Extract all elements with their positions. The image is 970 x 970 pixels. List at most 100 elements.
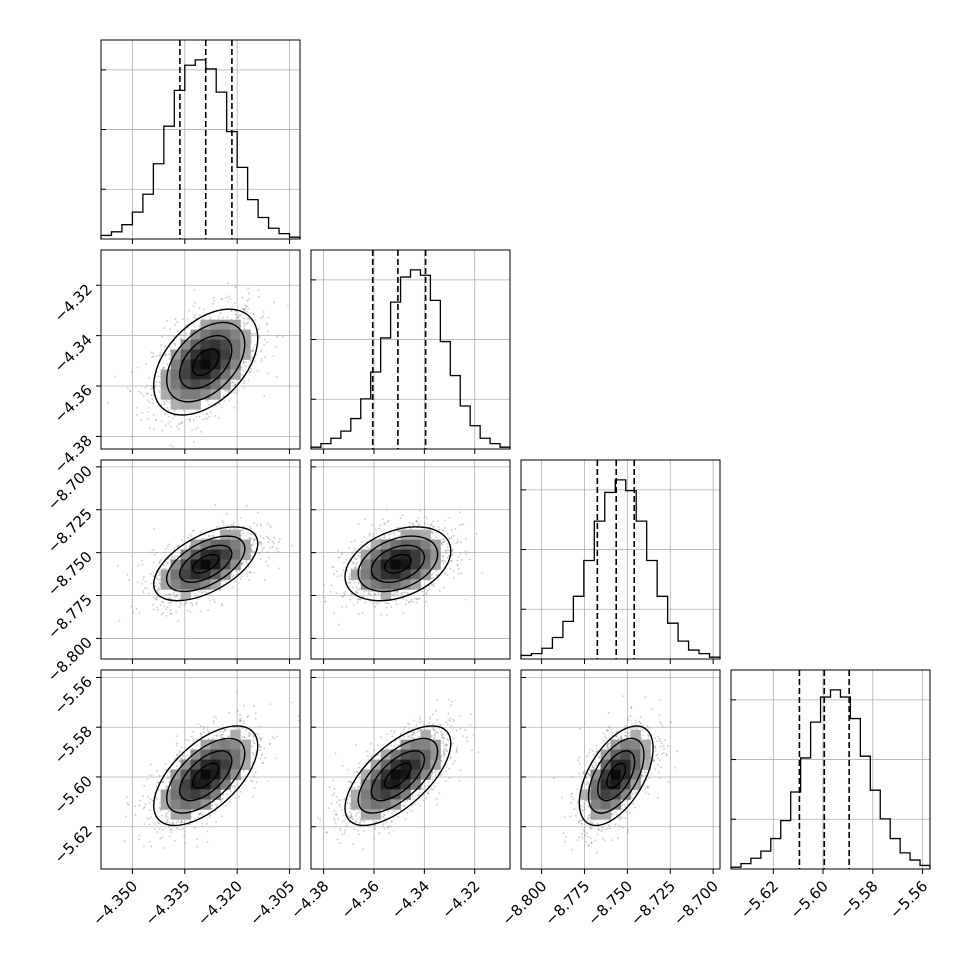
sample-point	[239, 790, 242, 793]
sample-point	[208, 535, 210, 537]
sample-point	[220, 406, 223, 409]
panel-2-1	[310, 459, 511, 664]
sample-point	[168, 776, 171, 778]
xtick-label: −8.775	[541, 877, 593, 929]
sample-point	[386, 747, 389, 750]
contour-1	[606, 762, 627, 789]
sample-point	[191, 747, 194, 750]
sample-point	[202, 728, 205, 730]
sample-point	[355, 819, 357, 822]
density-pixel	[410, 749, 421, 760]
density-pixel	[230, 349, 241, 360]
sample-point	[163, 401, 166, 403]
contour-2	[597, 750, 636, 802]
sample-point	[243, 323, 246, 325]
sample-point	[166, 319, 169, 322]
sample-point	[444, 549, 447, 552]
sample-point	[155, 598, 158, 601]
sample-point	[403, 805, 406, 807]
sample-point	[355, 558, 358, 560]
sample-point	[373, 749, 376, 752]
sample-point	[386, 508, 388, 511]
sample-point	[240, 366, 243, 369]
sample-point	[158, 806, 161, 809]
sample-point	[333, 792, 335, 795]
sample-point	[244, 365, 247, 368]
contour-1	[192, 553, 220, 574]
density-pixel	[220, 339, 231, 350]
sample-point	[146, 384, 149, 387]
sample-point	[181, 421, 184, 423]
density	[552, 695, 679, 854]
sample-point	[249, 370, 252, 373]
sample-point	[165, 399, 168, 402]
sample-point	[343, 798, 346, 801]
sample-point	[589, 822, 592, 825]
density-pixel	[600, 799, 611, 810]
sample-point	[161, 335, 164, 338]
sample-point	[452, 742, 455, 745]
sample-point	[348, 807, 351, 810]
sample-point	[327, 807, 330, 809]
contour-4	[344, 725, 452, 827]
sample-point	[612, 813, 615, 816]
sample-point	[219, 731, 222, 733]
sample-point	[239, 719, 241, 722]
sample-point	[357, 554, 360, 557]
sample-point	[357, 762, 360, 764]
sample-point	[584, 826, 587, 829]
sample-point	[595, 764, 597, 767]
sample-point	[443, 753, 446, 755]
sample-point	[181, 539, 184, 542]
sample-point	[227, 391, 230, 393]
sample-point	[363, 820, 366, 823]
sample-point	[146, 392, 149, 395]
sample-point	[189, 533, 191, 536]
panel-1-0: −4.38−4.36−4.34−4.32	[51, 249, 301, 477]
panel-2-0: −8.800−8.775−8.750−8.725−8.700	[44, 459, 301, 685]
sample-point	[178, 544, 181, 547]
sample-point	[251, 350, 254, 352]
density-pixel	[160, 799, 172, 810]
sample-point	[431, 778, 434, 781]
sample-point	[225, 297, 228, 299]
density-pixel	[410, 549, 421, 560]
sample-point	[354, 547, 356, 550]
sample-point	[250, 571, 252, 574]
sample-point	[171, 556, 174, 559]
sample-point	[243, 387, 246, 389]
sample-point	[403, 728, 405, 731]
sample-point	[161, 429, 164, 432]
density-pixel	[400, 559, 411, 570]
sample-point	[266, 551, 269, 554]
sample-point	[647, 738, 650, 740]
sample-point	[232, 521, 235, 524]
sample-point	[264, 756, 267, 759]
sample-point	[408, 723, 411, 726]
density-pixel	[410, 779, 421, 790]
sample-point	[202, 731, 205, 734]
sample-point	[449, 567, 452, 570]
sample-point	[367, 546, 370, 549]
sample-point	[240, 534, 243, 537]
sample-point	[442, 559, 445, 562]
sample-point	[214, 803, 217, 806]
sample-point	[644, 791, 647, 794]
sample-point	[168, 821, 171, 824]
density-pixel	[180, 809, 191, 820]
density-pixel	[160, 379, 172, 390]
sample-point	[159, 354, 161, 357]
sample-point	[138, 612, 141, 615]
density-pixel	[160, 579, 172, 590]
sample-point	[352, 843, 354, 846]
sample-point	[402, 597, 404, 600]
sample-point	[607, 747, 609, 750]
sample-point	[630, 723, 633, 726]
sample-point	[179, 828, 182, 831]
sample-point	[252, 740, 254, 742]
sample-point	[652, 760, 655, 762]
sample-point	[127, 803, 130, 806]
sample-point	[263, 747, 266, 750]
sample-point	[662, 751, 665, 754]
sample-point	[464, 550, 467, 553]
